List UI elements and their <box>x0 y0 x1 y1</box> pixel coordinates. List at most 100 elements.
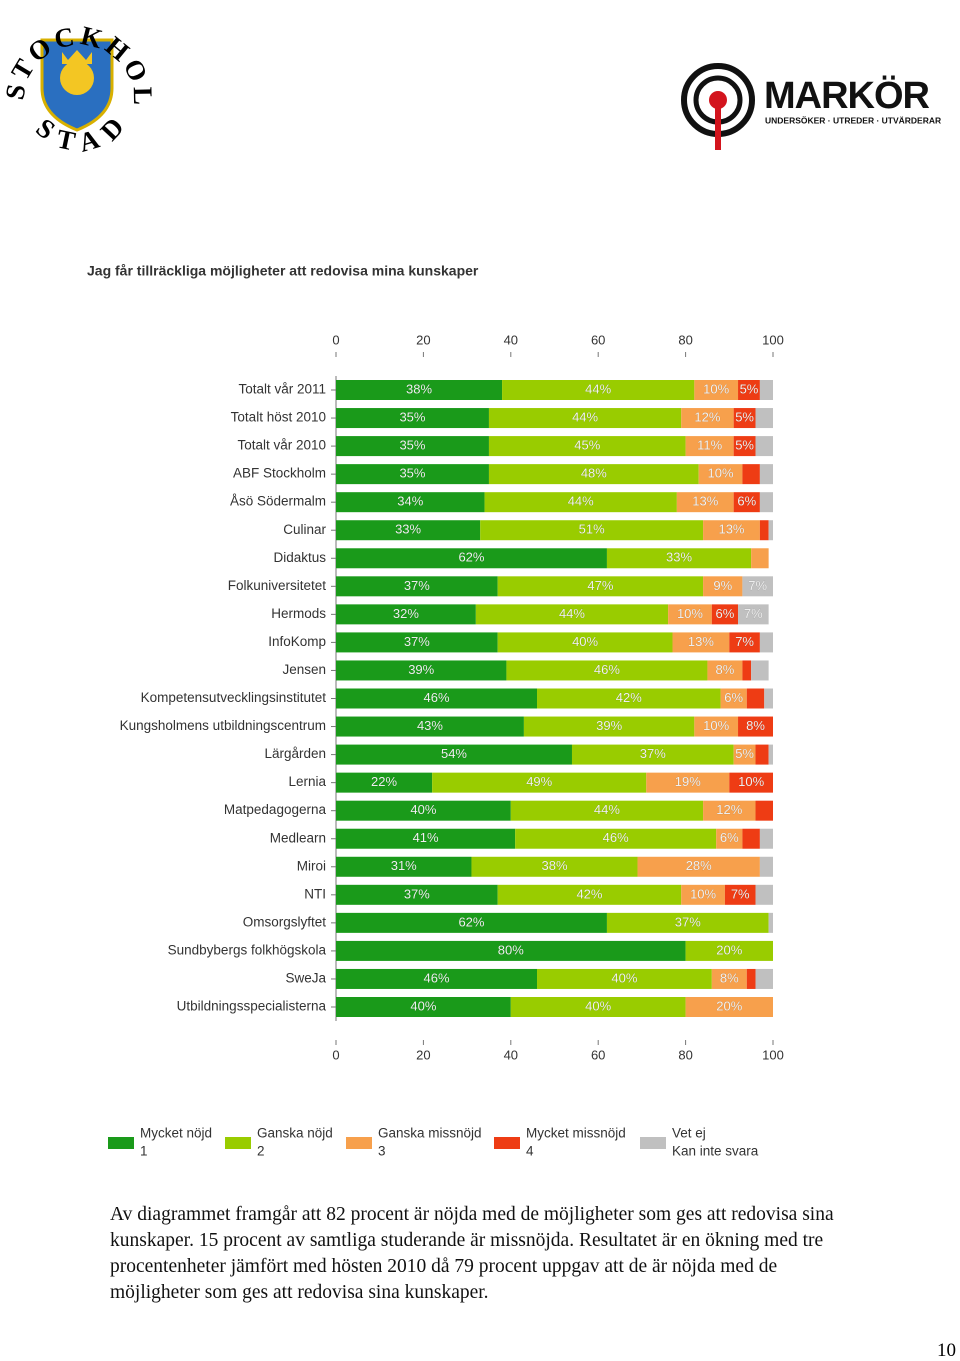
data-label: 43% <box>417 718 443 733</box>
data-label: 40% <box>410 998 436 1013</box>
logo-tagline: UNDERSÖKER · UTREDER · UTVÄRDERAR <box>765 115 941 125</box>
data-label: 47% <box>587 578 613 593</box>
bar-segment <box>336 997 511 1017</box>
bar-segment <box>694 380 739 400</box>
data-label: 5% <box>740 381 759 396</box>
bar-segment <box>720 688 747 709</box>
y-tick-label: Matpedagogerna <box>224 802 327 817</box>
data-label: 8% <box>716 662 735 677</box>
bar-segment <box>488 408 682 429</box>
bar-segment <box>497 632 673 653</box>
data-label: 35% <box>399 409 425 424</box>
bar-segment <box>703 800 756 821</box>
data-label: 8% <box>746 718 765 733</box>
markor-logo: MARKÖR UNDERSÖKER · UTREDER · UTVÄRDERAR <box>681 63 941 150</box>
logo-dot <box>709 91 727 109</box>
bar-segment <box>336 884 498 905</box>
bar-segment <box>502 380 695 400</box>
data-label: 33% <box>666 550 692 565</box>
bar-segment <box>764 688 773 709</box>
legend-swatch <box>494 1137 520 1149</box>
bar-segment <box>685 997 773 1017</box>
data-label: 44% <box>572 409 598 424</box>
bar-segment <box>336 800 511 821</box>
bar-segment <box>676 492 734 513</box>
bar-segment <box>768 520 773 541</box>
bar-segment <box>497 576 704 597</box>
data-label: 62% <box>458 914 484 929</box>
bar-segment <box>751 548 769 569</box>
data-label: 40% <box>585 998 611 1013</box>
data-label: 46% <box>423 690 449 705</box>
data-label: 35% <box>399 466 425 481</box>
data-label: 20% <box>716 942 742 957</box>
bar-segment <box>336 772 433 793</box>
bar-segment <box>515 828 717 849</box>
y-tick-label: Kungsholmens utbildningscentrum <box>120 718 326 733</box>
data-label: 37% <box>404 578 430 593</box>
bar-segment <box>738 716 773 737</box>
x-tick-label: 20 <box>416 1047 430 1062</box>
x-tick-label: 40 <box>504 332 518 347</box>
legend-label: Mycket nöjd <box>140 1126 212 1141</box>
bar-segment <box>742 660 752 681</box>
data-label: 28% <box>686 858 712 873</box>
bar-segment <box>537 688 721 709</box>
bar-segment <box>738 604 769 625</box>
bar-segment <box>336 492 485 513</box>
bar-segment <box>336 968 538 989</box>
data-label: 40% <box>572 634 598 649</box>
bar-segment <box>336 576 498 597</box>
data-label: 6% <box>737 494 756 509</box>
bar-segment <box>336 856 472 877</box>
legend-label: Vet ej <box>672 1126 706 1141</box>
data-label: 11% <box>697 438 722 453</box>
bar-segment <box>681 408 734 429</box>
data-label: 8% <box>720 970 739 985</box>
y-tick-label: Totalt höst 2010 <box>231 410 326 425</box>
bar-segment <box>729 632 760 653</box>
legend-swatch <box>225 1137 251 1149</box>
bar-segment <box>759 380 773 400</box>
bar-segment <box>537 968 712 989</box>
bar-segment <box>336 520 481 541</box>
x-tick-label: 0 <box>332 1047 339 1062</box>
x-tick-label: 80 <box>678 332 692 347</box>
bar-segment <box>755 408 773 429</box>
bar-segment <box>336 716 524 737</box>
bar-segment <box>336 632 498 653</box>
bar-segment <box>336 436 489 457</box>
bar-segment <box>755 744 769 765</box>
data-label: 31% <box>391 858 417 873</box>
bar-segment <box>759 464 773 485</box>
bar-segment <box>746 968 756 989</box>
y-tick-label: Kompetensutvecklingsinstitutet <box>141 690 327 705</box>
y-tick-label: Lärgården <box>264 746 326 761</box>
data-label: 10% <box>677 606 703 621</box>
data-label: 49% <box>526 774 552 789</box>
y-tick-label: NTI <box>304 886 326 901</box>
data-label: 19% <box>675 774 701 789</box>
bar-segment <box>637 856 760 877</box>
bar-segment <box>432 772 647 793</box>
x-tick-label: 100 <box>762 332 784 347</box>
bar-segment <box>724 884 756 905</box>
bar-segment <box>698 464 743 485</box>
bar-segment <box>733 492 760 513</box>
bar-segment <box>506 660 708 681</box>
data-label: 42% <box>576 886 602 901</box>
bar-segment <box>336 604 476 625</box>
bar-segment <box>711 604 739 625</box>
x-tick-label: 0 <box>332 332 339 347</box>
bar-segment <box>523 716 695 737</box>
bar-segment <box>497 884 682 905</box>
legend-label: Ganska nöjd <box>257 1126 333 1141</box>
legend-label: Mycket missnöjd <box>526 1126 626 1141</box>
page-number: 10 <box>937 1340 956 1361</box>
bar-segment <box>742 464 760 485</box>
data-label: 22% <box>371 774 397 789</box>
logo-pin <box>715 104 721 150</box>
data-label: 37% <box>404 886 430 901</box>
data-label: 32% <box>393 606 419 621</box>
